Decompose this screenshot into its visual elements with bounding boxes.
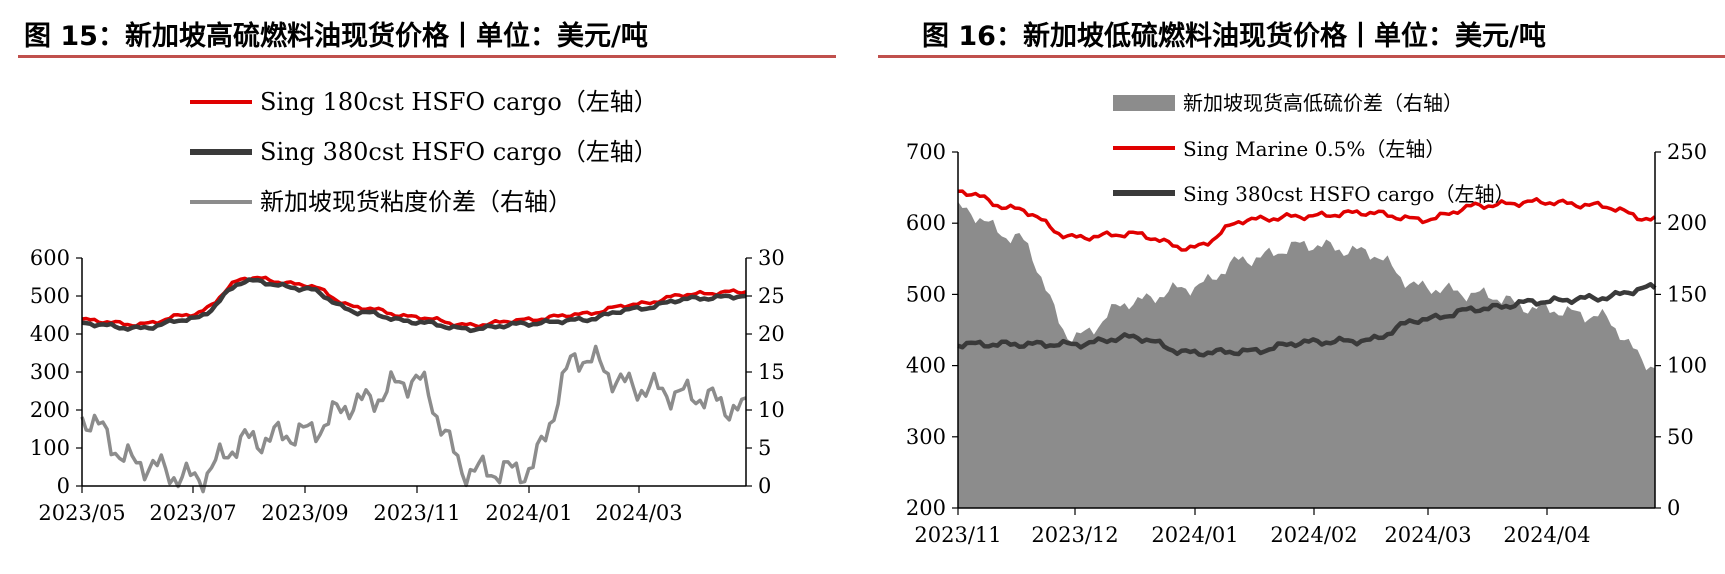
- y-tick-label: 200: [30, 398, 70, 422]
- x-tick-label: 2024/01: [485, 501, 572, 525]
- x-tick-label: 2023/05: [38, 501, 125, 525]
- y2-tick-label: 0: [758, 474, 771, 498]
- y2-tick-label: 15: [758, 360, 785, 384]
- y-tick-label: 500: [30, 284, 70, 308]
- y2-tick-label: 30: [758, 246, 785, 270]
- y-tick-label: 600: [30, 246, 70, 270]
- y2-tick-label: 100: [1667, 354, 1707, 378]
- spread-area: [958, 201, 1655, 508]
- y-tick-label: 300: [30, 360, 70, 384]
- y-tick-label: 100: [30, 436, 70, 460]
- y-tick-label: 700: [906, 140, 946, 164]
- x-tick-label: 2024/01: [1151, 523, 1238, 547]
- legend-label: 新加坡现货高低硫价差（右轴）: [1183, 91, 1463, 115]
- x-tick-label: 2023/07: [149, 501, 236, 525]
- legend-label: 新加坡现货粘度价差（右轴）: [260, 188, 572, 216]
- series-line-1: [81, 277, 747, 334]
- y2-tick-label: 0: [1667, 496, 1680, 520]
- x-tick-label: 2024/02: [1270, 523, 1357, 547]
- y2-tick-label: 250: [1667, 140, 1707, 164]
- y2-tick-label: 50: [1667, 425, 1694, 449]
- x-tick-label: 2023/11: [373, 501, 460, 525]
- y-tick-label: 400: [30, 322, 70, 346]
- series-line-2: [80, 344, 747, 494]
- series-line-1: [957, 189, 1657, 252]
- y2-tick-label: 10: [758, 398, 785, 422]
- x-tick-label: 2023/09: [261, 501, 348, 525]
- x-tick-label: 2024/03: [595, 501, 682, 525]
- title-rule: [878, 55, 1725, 58]
- y2-tick-label: 25: [758, 284, 785, 308]
- chart-title-15: 图 15：新加坡高硫燃料油现货价格丨单位：美元/吨: [24, 21, 648, 52]
- y-tick-label: 400: [906, 354, 946, 378]
- x-tick-label: 2024/04: [1503, 523, 1590, 547]
- x-tick-label: 2024/03: [1384, 523, 1471, 547]
- legend-label: Sing Marine 0.5%（左轴）: [1183, 137, 1445, 161]
- y2-tick-label: 150: [1667, 282, 1707, 306]
- title-rule: [18, 55, 836, 58]
- y2-tick-label: 20: [758, 322, 785, 346]
- x-tick-label: 2023/11: [914, 523, 1001, 547]
- y2-tick-label: 5: [758, 436, 771, 460]
- chart-title-16: 图 16：新加坡低硫燃料油现货价格丨单位：美元/吨: [922, 21, 1546, 52]
- series-line-2: [957, 282, 1657, 358]
- hsfo-price-chart: 0 100 200 300 400 500 600 0 5 10 15 20 25 30 2023/05 20…: [30, 88, 785, 525]
- x-tick-label: 2023/12: [1031, 523, 1118, 547]
- legend-label: Sing 380cst HSFO cargo（左轴）: [1183, 182, 1514, 206]
- legend-label: Sing 380cst HSFO cargo（左轴）: [260, 138, 658, 166]
- y-tick-label: 300: [906, 425, 946, 449]
- y2-tick-label: 200: [1667, 211, 1707, 235]
- y-tick-label: 600: [906, 211, 946, 235]
- y-tick-label: 500: [906, 282, 946, 306]
- y-tick-label: 200: [906, 496, 946, 520]
- legend-swatch: [1113, 95, 1175, 111]
- legend-label: Sing 180cst HSFO cargo（左轴）: [260, 88, 658, 116]
- y-tick-label: 0: [57, 474, 70, 498]
